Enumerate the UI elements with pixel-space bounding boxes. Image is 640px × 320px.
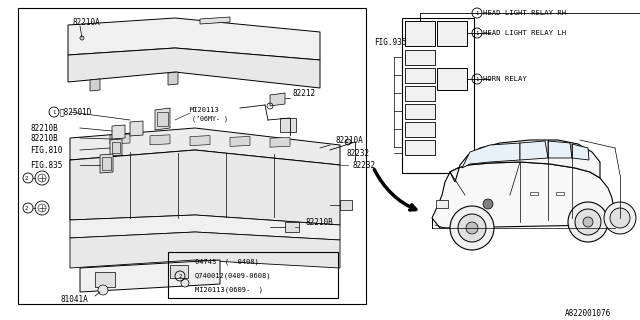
Bar [157,112,168,126]
Circle shape [604,202,636,234]
Polygon shape [150,135,170,145]
Polygon shape [450,140,600,182]
Polygon shape [70,150,340,225]
Circle shape [568,202,608,242]
Polygon shape [572,144,589,160]
Polygon shape [112,125,125,139]
Bar [405,68,435,83]
Polygon shape [80,260,220,292]
Text: 1: 1 [476,11,479,15]
Text: 81041A: 81041A [60,295,88,305]
Circle shape [181,279,189,287]
Polygon shape [70,215,340,240]
Text: 82232: 82232 [352,161,375,170]
Text: 0474S  ( -0408): 0474S ( -0408) [195,259,259,265]
Text: 1: 1 [476,30,479,36]
Text: 2: 2 [24,175,28,180]
Polygon shape [270,137,290,147]
Polygon shape [100,154,113,173]
Bar [168,252,338,298]
Circle shape [458,214,486,242]
Circle shape [583,217,593,227]
Bar [437,21,467,46]
Bar [18,8,366,304]
Text: 82210A: 82210A [335,135,363,145]
Bar [405,21,435,46]
Text: Q740012(0409-0608): Q740012(0409-0608) [195,273,271,279]
Text: MI20113: MI20113 [190,107,220,113]
Bar [405,140,435,155]
Text: 82210B: 82210B [30,133,58,142]
Bar [405,104,435,119]
Circle shape [483,199,493,209]
Polygon shape [110,134,130,144]
Polygon shape [200,17,230,24]
Text: A822001076: A822001076 [565,308,611,317]
Text: 1: 1 [52,109,56,115]
Polygon shape [68,18,320,60]
Text: FIG.935: FIG.935 [374,37,406,46]
Polygon shape [70,232,340,268]
Polygon shape [155,108,170,130]
Polygon shape [432,162,614,228]
Bar [102,157,111,170]
Bar [340,200,352,210]
Text: 82210B: 82210B [30,124,58,132]
Bar [95,272,115,287]
Polygon shape [110,139,122,156]
Text: 82210B: 82210B [305,218,333,227]
Polygon shape [70,160,96,222]
Polygon shape [190,136,210,146]
Text: HEAD LIGHT RELAY LH: HEAD LIGHT RELAY LH [483,30,566,36]
Text: HORN RELAY: HORN RELAY [483,76,527,82]
Text: 2: 2 [24,205,28,211]
Text: 1: 1 [476,76,479,82]
Circle shape [345,139,351,145]
Circle shape [450,206,494,250]
Bar [556,192,564,195]
Bar [170,265,188,278]
Polygon shape [520,141,548,160]
Bar [405,122,435,137]
Bar [405,50,435,65]
Circle shape [98,285,108,295]
Polygon shape [68,48,320,88]
Bar [112,142,120,153]
Text: HEAD LIGHT RELAY RH: HEAD LIGHT RELAY RH [483,10,566,16]
Text: (’06MY- ): (’06MY- ) [192,116,228,122]
Bar [280,118,296,132]
Bar [285,222,299,232]
Text: FIG.835: FIG.835 [30,161,62,170]
Polygon shape [130,121,143,136]
Text: ᠧ82501D: ᠧ82501D [60,108,92,116]
Polygon shape [90,79,100,91]
Polygon shape [230,136,250,147]
Bar [402,18,474,173]
Circle shape [575,209,601,235]
Text: FIG.810: FIG.810 [30,146,62,155]
Bar [530,192,538,195]
Bar [437,68,467,90]
Text: MI20113(0609-  ): MI20113(0609- ) [195,287,263,293]
Text: 82232: 82232 [347,148,370,157]
Bar [436,200,448,208]
Polygon shape [168,72,178,85]
Text: 82212: 82212 [292,89,315,98]
Polygon shape [270,93,285,106]
Polygon shape [548,141,572,158]
Text: 2: 2 [179,274,182,278]
Text: 82210A: 82210A [72,18,100,27]
Circle shape [466,222,478,234]
Circle shape [610,208,630,228]
Polygon shape [70,128,340,165]
Bar [405,86,435,101]
Polygon shape [462,143,520,168]
